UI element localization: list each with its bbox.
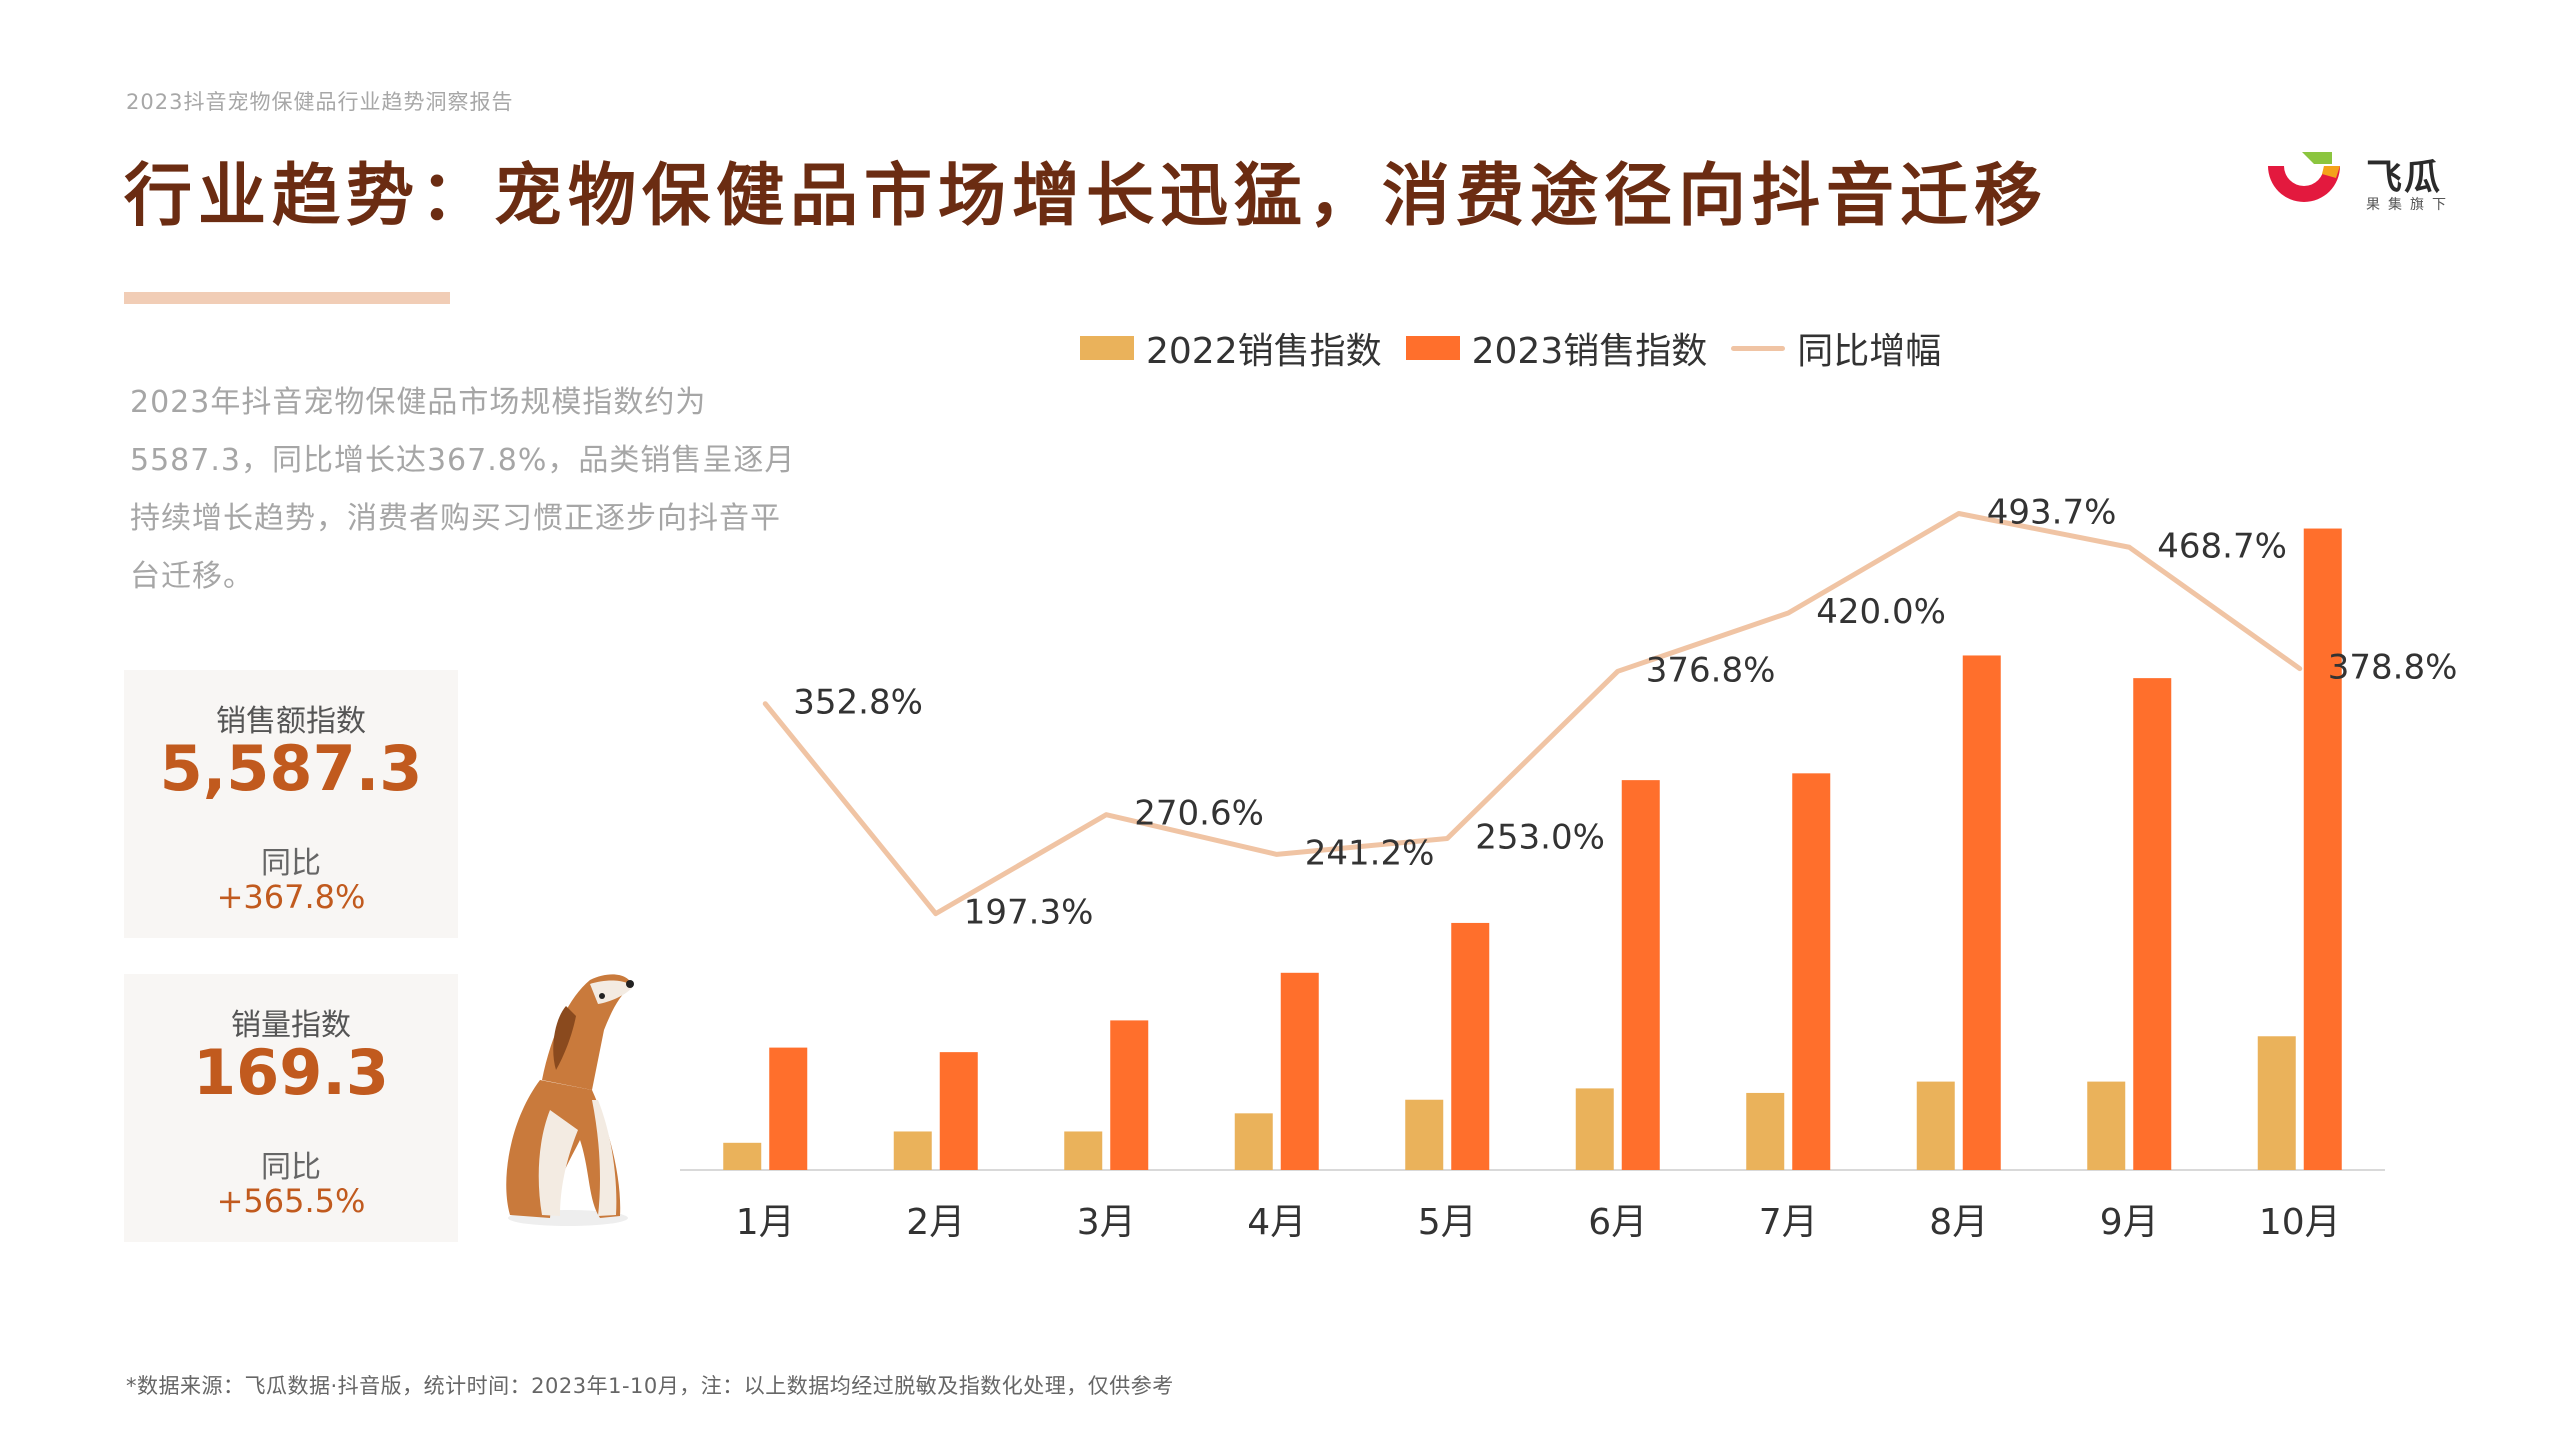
legend-line-yoy — [1731, 345, 1786, 351]
bar-2022 — [1746, 1092, 1785, 1170]
stat-label: 销售额指数 — [216, 704, 366, 739]
yoy-data-label: 241.2% — [1305, 833, 1435, 873]
bar-2023 — [1621, 780, 1660, 1170]
bar-2023 — [939, 1052, 978, 1170]
x-tick-label: 4月 — [1247, 1202, 1306, 1243]
bar-2023 — [1962, 655, 2001, 1170]
x-tick-label: 9月 — [2100, 1202, 2159, 1243]
bar-2022 — [2257, 1036, 2296, 1170]
legend-label-yoy: 同比增幅 — [1797, 331, 1942, 372]
x-tick-label: 1月 — [736, 1202, 795, 1243]
title-underline — [124, 292, 450, 304]
stat-yoy-value: +565.5% — [216, 1182, 366, 1220]
bar-2022 — [1575, 1088, 1614, 1170]
logo-tagline: 果集旗下 — [2366, 197, 2454, 213]
bar-2022 — [2087, 1081, 2126, 1170]
x-tick-label: 5月 — [1418, 1202, 1477, 1243]
yoy-data-label: 378.8% — [2328, 648, 2458, 688]
legend-label-2022: 2022销售指数 — [1146, 331, 1382, 372]
x-tick-label: 6月 — [1588, 1202, 1647, 1243]
bar-2022 — [1916, 1081, 1955, 1170]
stat-yoy-label: 同比 — [261, 846, 321, 881]
legend-item-2022: 2022销售指数 — [1080, 322, 1382, 374]
x-tick-label: 7月 — [1759, 1202, 1818, 1243]
x-tick-label: 2月 — [906, 1202, 965, 1243]
bar-2023 — [1451, 922, 1490, 1170]
x-tick-label: 3月 — [1077, 1202, 1136, 1243]
legend-swatch-2022 — [1080, 336, 1134, 360]
bar-2023 — [1110, 1020, 1149, 1170]
legend-label-2023: 2023销售指数 — [1471, 331, 1708, 372]
bar-2023 — [769, 1047, 808, 1170]
stat-yoy-value: +367.8% — [216, 878, 366, 916]
dog-illustration — [506, 974, 634, 1226]
bar-2022 — [1234, 1113, 1273, 1170]
bar-2023 — [2133, 678, 2172, 1170]
chart-legend: 2022销售指数 2023销售指数 同比增幅 — [1080, 326, 1951, 372]
footnote: *数据来源：飞瓜数据·抖音版，统计时间：2023年1-10月，注：以上数据均经过… — [126, 1374, 1174, 1398]
yoy-data-label: 352.8% — [793, 683, 923, 723]
logo: 飞瓜 果集旗下 — [2262, 148, 2462, 220]
stat-value: 169.3 — [192, 1036, 390, 1109]
x-tick-label: 8月 — [1929, 1202, 1988, 1243]
yoy-data-label: 493.7% — [1987, 493, 2117, 533]
feigua-logo-icon — [2268, 152, 2340, 202]
report-label: 2023抖音宠物保健品行业趋势洞察报告 — [126, 90, 514, 114]
bar-2022 — [723, 1142, 762, 1170]
yoy-data-label: 468.7% — [2157, 526, 2287, 566]
legend-swatch-2023 — [1405, 336, 1460, 360]
legend-item-2023: 2023销售指数 — [1405, 322, 1708, 374]
bar-2022 — [1064, 1131, 1103, 1170]
page-title: 行业趋势：宠物保健品市场增长迅猛，消费途径向抖音迁移 — [124, 157, 2049, 236]
logo-name: 飞瓜 — [2366, 157, 2443, 198]
stat-value: 5,587.3 — [159, 732, 423, 805]
x-tick-label: 10月 — [2259, 1202, 2341, 1243]
bar-2022 — [1405, 1099, 1444, 1170]
stat-yoy-label: 同比 — [261, 1150, 321, 1185]
legend-item-yoy: 同比增幅 — [1731, 322, 1941, 374]
yoy-data-label: 270.6% — [1134, 794, 1264, 834]
yoy-line — [762, 511, 2303, 917]
bar-2023 — [1792, 773, 1831, 1170]
sales-index-card: 销售额指数 5,587.3 同比 +367.8% — [124, 670, 458, 938]
summary-text: 2023年抖音宠物保健品市场规模指数约为5587.3，同比增长达367.8%，品… — [130, 385, 796, 594]
bar-2023 — [2303, 528, 2342, 1170]
yoy-data-label: 253.0% — [1475, 817, 1605, 857]
bar-2023 — [1280, 972, 1319, 1170]
yoy-data-label: 197.3% — [964, 893, 1094, 933]
bar-2022 — [893, 1131, 932, 1170]
yoy-data-label: 420.0% — [1816, 592, 1946, 632]
volume-index-card: 销量指数 169.3 同比 +565.5% — [124, 974, 458, 1242]
stat-label: 销量指数 — [231, 1008, 351, 1043]
yoy-data-label: 376.8% — [1646, 650, 1776, 690]
